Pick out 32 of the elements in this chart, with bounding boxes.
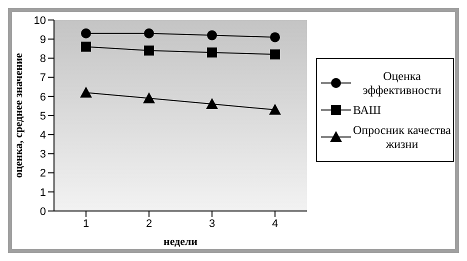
point (81, 28, 91, 38)
point (270, 49, 280, 60)
y-tick-label: 2 (40, 168, 46, 180)
y-tick-label: 5 (40, 110, 46, 122)
y-axis-title: оценка, среднее значение (12, 52, 25, 178)
y-tick-label: 3 (40, 148, 46, 161)
point (144, 28, 154, 38)
legend-label: ВАШ (353, 103, 382, 117)
point (269, 104, 281, 115)
point (144, 46, 154, 56)
y-tick-label: 8 (40, 53, 46, 66)
text: Оценка эффективности (362, 69, 442, 97)
point (206, 98, 218, 110)
point (207, 30, 217, 40)
legend-label: Опросник качества жизни (353, 123, 451, 151)
x-tick-label: 1 (82, 218, 90, 230)
y-tick-label: 4 (40, 130, 46, 142)
point (207, 47, 217, 58)
point (270, 32, 280, 42)
x-tick-label: 2 (146, 218, 152, 230)
y-tick-label: 6 (40, 91, 46, 104)
point (143, 92, 155, 104)
point (81, 42, 91, 52)
y-tick-label: 10 (34, 14, 46, 27)
x-tick-label: 4 (272, 218, 278, 230)
y-tick-label: 0 (40, 206, 46, 218)
point (80, 86, 92, 98)
y-tick-label: 7 (40, 72, 46, 84)
x-axis-title: недели (163, 236, 198, 248)
x-tick-label: 3 (208, 218, 216, 230)
y-tick-label: 9 (40, 34, 46, 46)
y-tick-label: 1 (40, 186, 46, 199)
